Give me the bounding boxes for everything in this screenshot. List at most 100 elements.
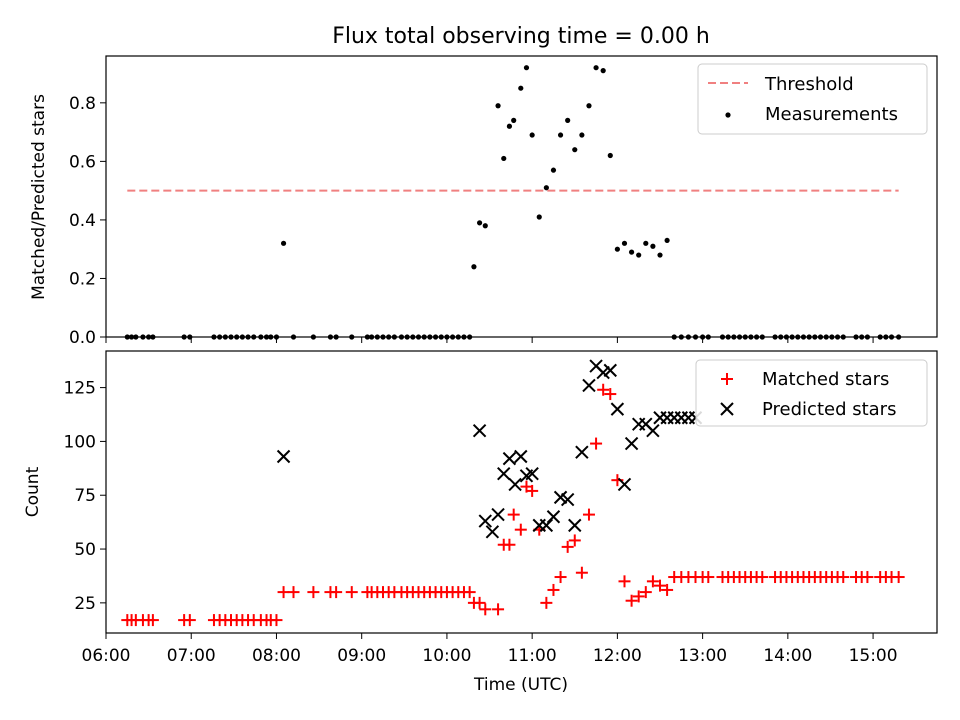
measurement-point xyxy=(550,167,557,173)
measurement-point xyxy=(621,240,628,246)
matched-star-point xyxy=(618,575,631,588)
matched-star-point xyxy=(287,586,300,599)
predicted-star-point xyxy=(514,449,528,464)
matched-star-point xyxy=(270,614,283,627)
ratio-ytick-label: 0.6 xyxy=(69,152,96,172)
legend-matched-marker-icon xyxy=(721,373,733,385)
count-ytick-label: 100 xyxy=(64,432,96,452)
count-xtick-label: 06:00 xyxy=(82,646,131,666)
matched-star-point xyxy=(756,571,769,584)
measurement-point xyxy=(643,240,649,246)
matched-star-point xyxy=(625,594,638,607)
matched-star-point xyxy=(646,575,659,588)
legend-threshold-label: Threshold xyxy=(764,74,854,95)
predicted-star-point xyxy=(560,492,575,507)
matched-star-point xyxy=(597,383,610,396)
matched-star-point xyxy=(463,586,476,599)
measurement-point xyxy=(518,85,524,91)
measurement-point xyxy=(471,264,477,270)
count-legend: Matched stars Predicted stars xyxy=(695,359,928,427)
matched-star-point xyxy=(654,579,666,592)
matched-star-point xyxy=(590,437,603,450)
count-ytick-label: 75 xyxy=(74,486,96,506)
count-xlabel: Time (UTC) xyxy=(473,675,568,695)
count-xtick-label: 15:00 xyxy=(849,646,898,666)
measurement-point xyxy=(482,223,488,229)
measurement-point xyxy=(511,117,517,123)
predicted-star-point xyxy=(502,451,517,466)
measurement-point xyxy=(614,246,620,252)
count-xtick-label: 08:00 xyxy=(252,646,301,666)
matched-star-point xyxy=(661,583,674,596)
measurement-point xyxy=(501,155,507,162)
measurement-point xyxy=(529,132,535,138)
predicted-star-point xyxy=(624,436,639,451)
predicted-star-point xyxy=(575,445,589,459)
measurement-point xyxy=(506,123,513,129)
count-ytick-label: 125 xyxy=(64,379,96,399)
ratio-legend: Threshold Measurements xyxy=(697,63,928,135)
ratio-panel: 0.00.20.40.60.8 Matched/Predicted stars … xyxy=(29,55,938,348)
predicted-star-point xyxy=(478,514,492,528)
measurement-point xyxy=(650,243,656,249)
legend-measurements-label: Measurements xyxy=(765,104,898,125)
count-ylabel: Count xyxy=(23,466,43,517)
count-xtick-label: 11:00 xyxy=(508,646,557,666)
matched-star-point xyxy=(604,388,617,401)
predicted-star-point xyxy=(508,477,522,492)
measurement-point xyxy=(579,132,585,138)
measurement-point xyxy=(600,68,606,74)
ratio-ytick-label: 0.8 xyxy=(69,94,96,114)
predicted-star-point xyxy=(546,510,561,524)
legend-predicted-label: Predicted stars xyxy=(762,399,896,420)
matched-star-point xyxy=(561,540,574,553)
matched-star-point xyxy=(345,586,358,599)
measurement-point xyxy=(628,249,635,255)
measurement-point xyxy=(657,252,663,258)
count-xtick-label: 12:00 xyxy=(593,646,642,666)
predicted-star-point xyxy=(617,477,632,492)
count-ytick-label: 50 xyxy=(74,540,96,560)
matched-star-point xyxy=(582,508,595,521)
matched-star-point xyxy=(492,603,505,616)
count-axes-frame xyxy=(105,350,938,634)
measurement-point xyxy=(593,65,599,71)
matched-star-point xyxy=(702,571,715,584)
measurement-point xyxy=(557,132,564,138)
predicted-star-point xyxy=(276,449,291,464)
ratio-ytick-label: 0.2 xyxy=(69,269,96,289)
measurement-point xyxy=(607,152,613,159)
measurement-point xyxy=(476,220,483,226)
matched-star-point xyxy=(514,523,527,536)
measurement-point xyxy=(280,240,287,246)
matched-star-point xyxy=(146,614,159,627)
count-xtick-label: 14:00 xyxy=(763,646,812,666)
predicted-star-point xyxy=(485,525,500,539)
measurement-point xyxy=(536,214,542,220)
count-xtick-label: 09:00 xyxy=(337,646,386,666)
predicted-star-point xyxy=(568,518,582,533)
matched-star-point xyxy=(554,571,567,584)
matched-star-point xyxy=(307,586,320,599)
matched-star-point xyxy=(473,596,486,609)
matched-star-point xyxy=(892,571,905,584)
measurement-point xyxy=(523,65,530,71)
ratio-ylabel: Matched/Predicted stars xyxy=(29,94,49,300)
matched-star-point xyxy=(540,596,553,609)
matched-star-point xyxy=(183,614,196,627)
matched-star-point xyxy=(503,538,516,551)
predicted-star-point xyxy=(539,518,554,533)
predicted-star-point xyxy=(646,423,660,438)
measurement-point xyxy=(572,147,578,153)
matched-star-point xyxy=(330,586,343,599)
predicted-star-point xyxy=(610,402,625,416)
measurement-point xyxy=(565,117,571,123)
matched-star-point xyxy=(861,571,874,584)
measurement-point xyxy=(495,103,501,109)
figure-title: Flux total observing time = 0.00 h xyxy=(332,24,710,49)
count-xtick-label: 10:00 xyxy=(422,646,471,666)
measurement-point xyxy=(543,185,549,191)
predicted-star-point xyxy=(582,378,596,393)
ratio-ytick-label: 0.0 xyxy=(69,328,96,348)
